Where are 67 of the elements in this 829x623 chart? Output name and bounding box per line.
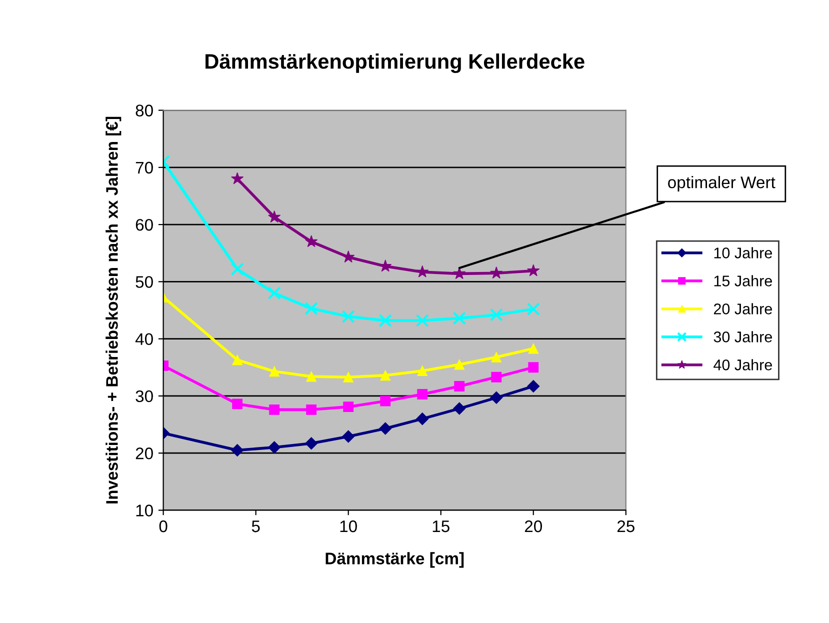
point <box>454 359 465 370</box>
point <box>490 266 503 279</box>
point <box>342 310 355 324</box>
point <box>528 362 539 373</box>
point <box>526 302 540 316</box>
point <box>305 437 318 450</box>
point <box>231 444 244 456</box>
point <box>343 372 354 382</box>
point <box>268 441 281 454</box>
y-tick-label: 20 <box>136 448 153 460</box>
chart-title: Dämmstärkenoptimierung Kellerdecke <box>206 54 584 74</box>
point <box>304 302 318 316</box>
x-tick-label: 25 <box>617 520 634 532</box>
point <box>491 372 502 382</box>
point <box>305 235 318 248</box>
point <box>454 381 465 392</box>
point <box>490 308 503 322</box>
y-tick-label: 70 <box>136 162 153 174</box>
point <box>306 404 317 415</box>
point <box>232 354 243 366</box>
point <box>342 250 355 263</box>
point <box>269 404 280 415</box>
legend-label: 20 Jahre <box>714 303 772 314</box>
y-tick-label: 80 <box>136 104 153 116</box>
point <box>343 402 354 412</box>
point <box>342 430 355 443</box>
point <box>491 352 502 362</box>
point <box>416 314 429 328</box>
point <box>527 264 540 276</box>
point <box>306 371 317 382</box>
y-tick-label: 10 <box>136 504 153 516</box>
point <box>416 265 429 278</box>
point <box>378 314 392 328</box>
x-tick-label: 5 <box>252 520 260 532</box>
point <box>490 391 503 404</box>
point <box>452 312 466 325</box>
point <box>417 366 428 376</box>
point <box>380 396 391 406</box>
point <box>528 343 539 354</box>
y-tick-label: 40 <box>135 333 153 346</box>
legend-label: 10 Jahre <box>714 247 772 258</box>
point <box>416 412 429 426</box>
annotation: optimaler Wert <box>668 176 776 192</box>
point <box>417 389 428 400</box>
point <box>268 210 281 223</box>
y-tick-label: 60 <box>136 218 153 231</box>
x-tick-label: 20 <box>524 520 542 532</box>
x-tick-label: 15 <box>432 520 450 532</box>
x-axis-title: Dämmstärke [cm] <box>326 552 464 568</box>
y-tick-label: 50 <box>136 276 153 288</box>
point <box>232 398 243 410</box>
point <box>380 370 391 381</box>
y-tick-label: 30 <box>136 390 153 402</box>
x-tick-label: 0 <box>159 520 168 532</box>
point <box>230 262 244 276</box>
point <box>269 366 280 377</box>
legend-label: 40 Jahre <box>714 359 772 370</box>
point <box>379 422 392 435</box>
point <box>453 267 466 280</box>
x-tick-label: 10 <box>340 520 357 532</box>
point <box>453 402 466 415</box>
point <box>231 172 244 184</box>
legend-label: 30 Jahre <box>714 331 772 342</box>
point <box>527 380 540 392</box>
legend-label: 15 Jahre <box>714 275 772 286</box>
point <box>268 286 281 300</box>
y-axis-title: Investitions- + Betriebskosten nach xx Jahren [€] <box>106 116 122 504</box>
